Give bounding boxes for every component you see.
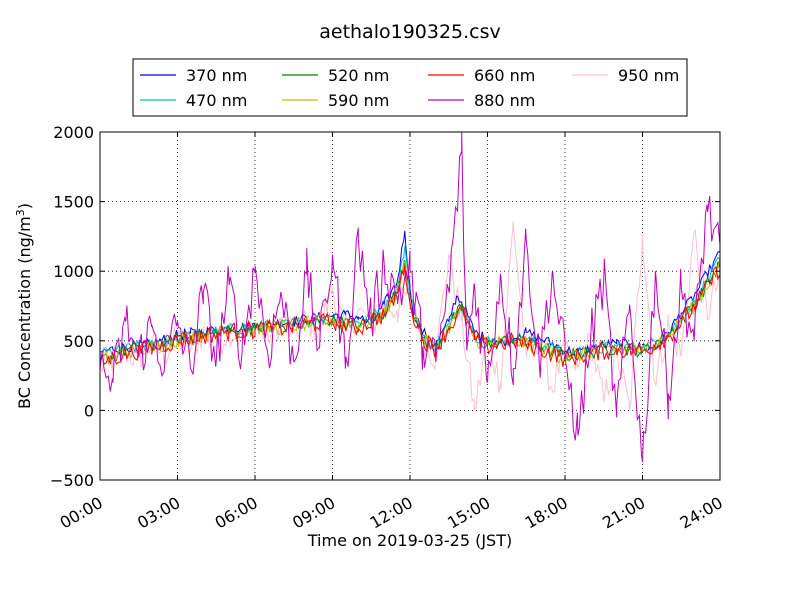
y-tick-label: 1000 xyxy=(53,262,94,281)
x-axis-label: Time on 2019-03-25 (JST) xyxy=(307,531,512,550)
series-lines xyxy=(100,132,720,462)
legend-label: 660 nm xyxy=(474,66,535,85)
y-tick-label: 500 xyxy=(63,332,94,351)
legend: 370 nm 470 nm 520 nm 590 nm 660 nm 880 nm 950 … xyxy=(132,58,688,117)
series-line xyxy=(100,132,720,462)
y-tick-label: 1500 xyxy=(53,193,94,212)
legend-label: 470 nm xyxy=(186,91,247,110)
y-axis-label: BC Concentration (ng/m3) xyxy=(14,203,34,409)
legend-label: 590 nm xyxy=(328,91,389,110)
legend-label: 520 nm xyxy=(328,66,389,85)
y-axis-label-close: ) xyxy=(15,203,34,209)
y-axis-label-exponent: 3 xyxy=(14,209,27,216)
legend-label: 370 nm xyxy=(186,66,247,85)
y-axis-label-main: BC Concentration (ng/m xyxy=(15,216,34,409)
series-line xyxy=(100,265,720,367)
legend-label: 880 nm xyxy=(474,91,535,110)
y-tick-label: 0 xyxy=(84,401,94,420)
y-tick-label: −500 xyxy=(50,471,94,490)
legend-label: 950 nm xyxy=(618,66,679,85)
legend-box xyxy=(132,58,688,117)
y-tick-label: 2000 xyxy=(53,123,94,142)
chart-title: aethalo190325.csv xyxy=(319,21,501,43)
